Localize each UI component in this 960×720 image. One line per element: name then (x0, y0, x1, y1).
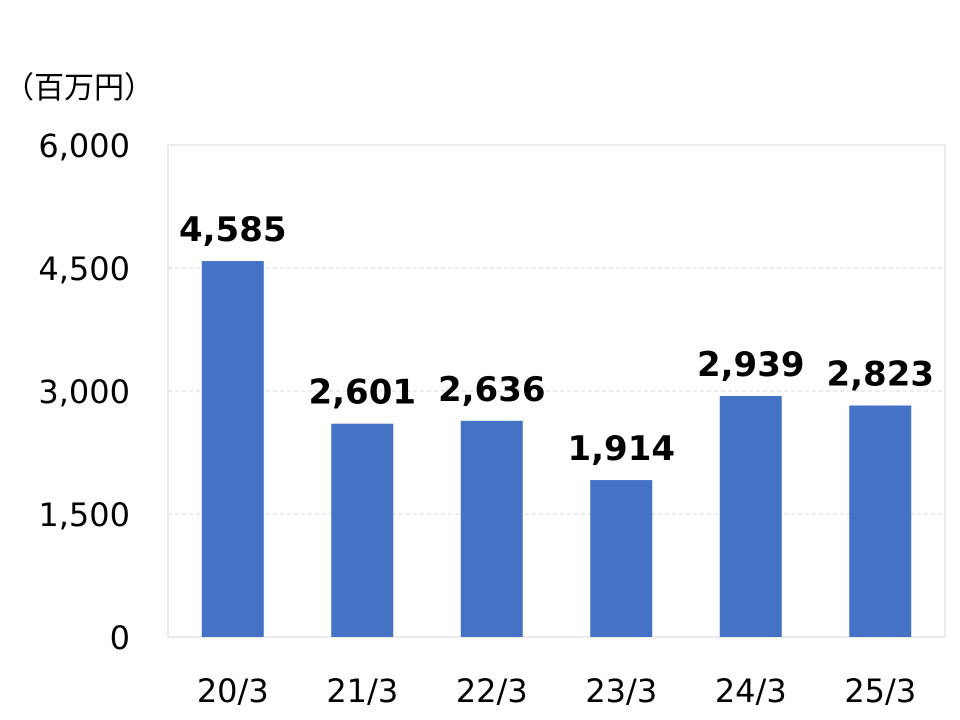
y-tick-label: 1,500 (38, 496, 130, 534)
data-label: 1,914 (567, 429, 675, 469)
x-tick-label: 23/3 (585, 672, 657, 710)
x-tick-label: 21/3 (326, 672, 398, 710)
data-label: 2,823 (826, 355, 934, 395)
y-tick-label: 0 (110, 619, 130, 657)
bar (460, 420, 523, 637)
plot-area (167, 144, 946, 638)
bar (719, 396, 782, 637)
unit-label: （百万円） (4, 71, 154, 106)
x-tick-label: 20/3 (197, 672, 269, 710)
data-label: 2,939 (697, 345, 805, 385)
y-tick-label: 4,500 (38, 250, 130, 288)
bar (331, 423, 394, 637)
data-label: 2,601 (308, 373, 416, 413)
data-labels: 4,585 2,601 2,636 1,914 2,939 2,823 (179, 210, 934, 469)
x-axis-ticks: 20/3 21/3 22/3 23/3 24/3 25/3 (197, 672, 916, 710)
y-tick-label: 3,000 (38, 373, 130, 411)
bar (590, 480, 653, 637)
y-tick-label: 6,000 (38, 127, 130, 165)
grid-lines (168, 267, 945, 515)
bars (201, 261, 912, 637)
data-label: 4,585 (179, 210, 287, 250)
data-label: 2,636 (438, 370, 546, 410)
bar (849, 405, 912, 637)
y-axis-ticks: 0 1,500 3,000 4,500 6,000 (38, 127, 130, 657)
x-tick-label: 22/3 (456, 672, 528, 710)
bar (201, 261, 264, 637)
x-tick-label: 24/3 (715, 672, 787, 710)
x-tick-label: 25/3 (844, 672, 916, 710)
